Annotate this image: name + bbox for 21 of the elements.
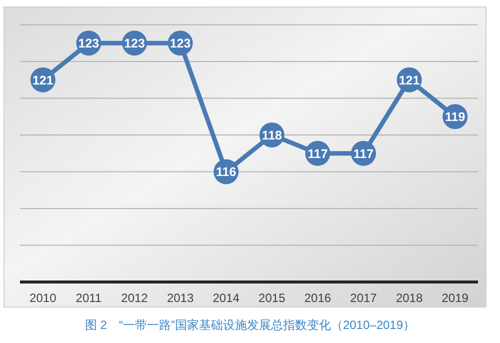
x-tick-label: 2011 <box>76 291 102 305</box>
data-label: 123 <box>170 36 191 51</box>
x-tick-label: 2010 <box>30 291 57 305</box>
data-label: 117 <box>353 146 374 161</box>
data-label: 121 <box>32 73 54 88</box>
x-tick-label: 2013 <box>166 291 194 305</box>
x-tick-label: 2016 <box>304 291 332 305</box>
text: 图 2 “一带一路”国家基础设施发展总指数变化（2010–2019） <box>84 318 416 332</box>
x-tick-label: 2012 <box>121 291 148 305</box>
x-tick-label: 2018 <box>396 291 423 305</box>
x-tick-label: 2019 <box>442 291 469 305</box>
x-tick-label: 2014 <box>212 291 240 305</box>
data-label: 119 <box>445 110 466 124</box>
x-tick-label: 2015 <box>258 291 286 305</box>
x-tick-label: 2017 <box>350 291 378 305</box>
data-label: 121 <box>398 73 420 88</box>
data-label: 123 <box>124 36 145 51</box>
data-label: 123 <box>78 36 100 51</box>
data-label: 118 <box>262 128 282 142</box>
data-label: 117 <box>308 146 328 161</box>
data-label: 116 <box>216 165 236 180</box>
